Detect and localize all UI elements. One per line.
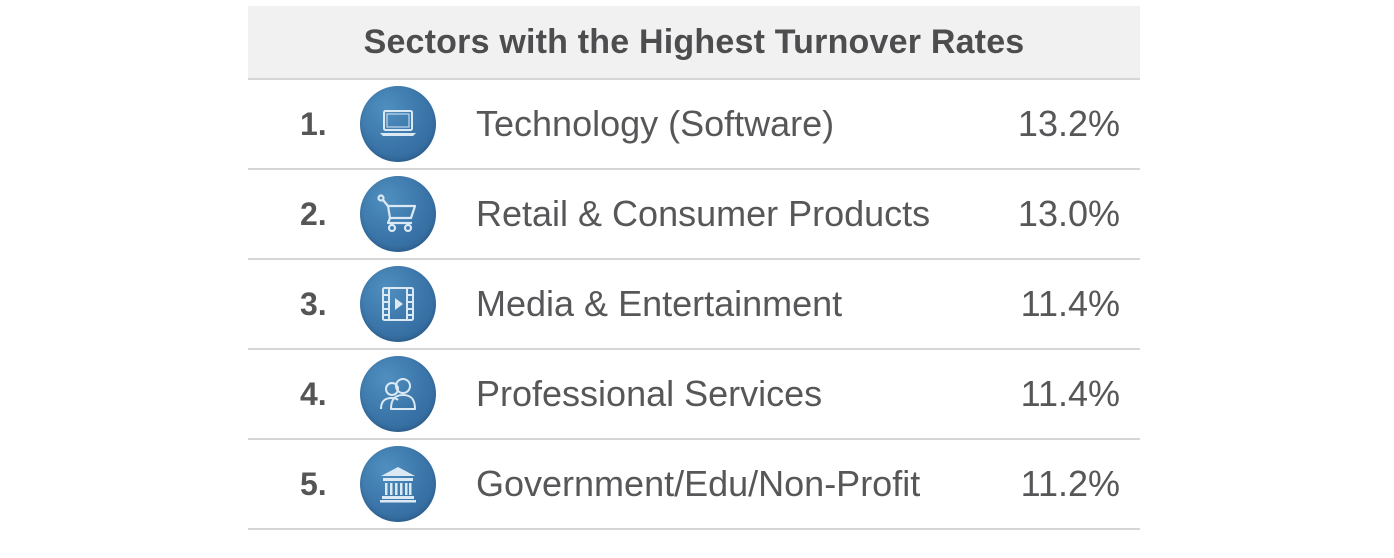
turnover-rate: 11.4% [1020, 283, 1120, 324]
sector-label: Retail & Consumer Products [476, 193, 931, 234]
sector-label: Government/Edu/Non-Profit [476, 463, 921, 504]
table-title: Sectors with the Highest Turnover Rates [363, 22, 1025, 61]
laptop-icon [360, 86, 436, 162]
shopping-cart-icon [360, 176, 436, 252]
table-row: 4. Professional Services 11.4% [248, 350, 1140, 440]
turnover-table: Sectors with the Highest Turnover Rates … [248, 6, 1140, 558]
sector-label: Technology (Software) [476, 103, 835, 144]
people-icon [360, 356, 436, 432]
sector-label: Professional Services [476, 373, 823, 414]
rank-number: 5. [300, 465, 327, 502]
film-play-icon [360, 266, 436, 342]
table-row: 2. Retail & Consumer Products 13.0% [248, 170, 1140, 260]
turnover-rate: 11.4% [1020, 373, 1120, 414]
rank-number: 2. [300, 195, 327, 232]
table-header: Sectors with the Highest Turnover Rates [248, 6, 1140, 80]
turnover-rate: 11.2% [1020, 463, 1120, 504]
table-row: 1. Technology (Software) 13.2% [248, 80, 1140, 170]
turnover-rate: 13.2% [1017, 103, 1120, 144]
rank-number: 4. [300, 375, 327, 412]
turnover-rate: 13.0% [1017, 193, 1120, 234]
rank-number: 1. [300, 105, 327, 142]
government-building-icon [360, 446, 436, 522]
table-row: 5. Government/Edu/Non-Profit 11.2% [248, 440, 1140, 530]
table-row: 3. Media & Entertainment 11.4% [248, 260, 1140, 350]
sector-label: Media & Entertainment [476, 283, 843, 324]
rank-number: 3. [300, 285, 327, 322]
